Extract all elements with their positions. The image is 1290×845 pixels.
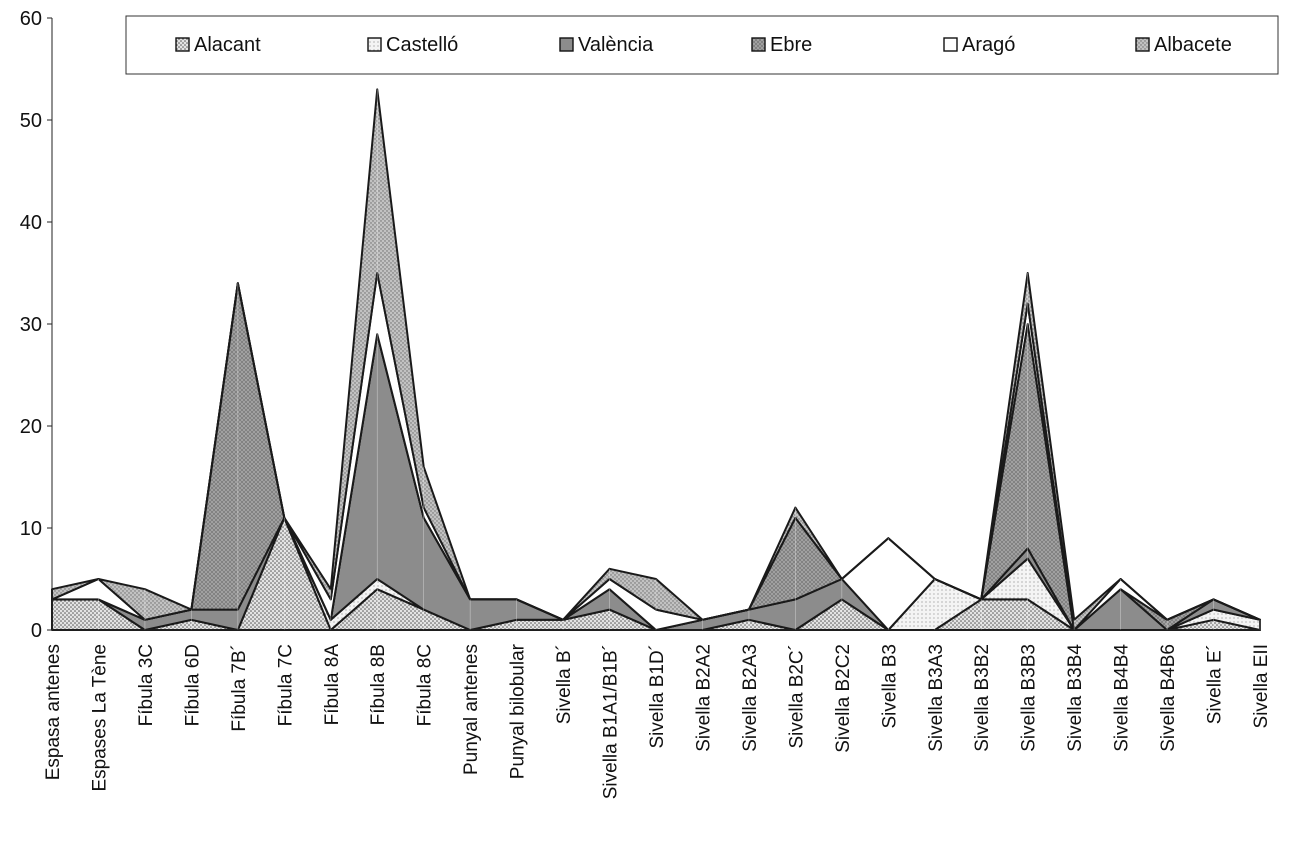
legend-swatch-alacant (175, 37, 190, 52)
legend-label: Alacant (194, 34, 261, 56)
x-tick-label: Punyal antenes (461, 644, 482, 775)
legend-label: Ebre (770, 34, 812, 56)
legend-label: Aragó (962, 34, 1015, 56)
y-tick-label: 30 (20, 314, 42, 336)
x-tick-label: Sivella E´ (1205, 644, 1226, 724)
y-tick-label: 0 (31, 620, 42, 642)
y-tick-label: 10 (20, 518, 42, 540)
x-tick-label: Sivella B´ (554, 644, 575, 724)
x-tick-label: Espases La Tène (89, 644, 110, 792)
x-tick-label: Sivella B4B6 (1158, 644, 1179, 752)
legend-swatch-valència (559, 37, 574, 52)
area-series-albacete (51, 88, 1261, 631)
area-layer (51, 88, 1261, 631)
x-tick-label: Fíbula 7C (275, 644, 296, 726)
y-tick-label: 40 (20, 212, 42, 234)
x-tick-label: Fíbula 6D (182, 644, 203, 726)
x-tick-label: Fíbula 3C (136, 644, 157, 726)
x-tick-label: Sivella B2C2 (833, 644, 854, 753)
x-tick-label: Sivella B3 (879, 644, 900, 729)
legend-label: Albacete (1154, 34, 1232, 56)
legend-label: Castelló (386, 34, 458, 56)
y-tick-label: 50 (20, 110, 42, 132)
x-tick-label: Sivella B3B3 (1019, 644, 1040, 752)
x-tick-label: Sivella B4B4 (1112, 644, 1133, 752)
x-tick-label: Fíbula 8A (322, 644, 343, 726)
axes (47, 17, 1260, 631)
x-tick-label: Sivella B2A3 (740, 644, 761, 752)
legend-box (125, 15, 1279, 75)
legend-label: València (578, 34, 654, 56)
x-tick-label: Sivella B3B2 (972, 644, 993, 752)
x-tick-label: Punyal bilobular (508, 643, 529, 779)
x-tick-label: Espasa antenes (43, 644, 64, 780)
x-tick-label: Fíbula 7B´ (229, 644, 250, 732)
legend-swatch-ebre (751, 37, 766, 52)
x-tick-label: Sivella B2A2 (693, 644, 714, 752)
x-tick-label: Sivella B3A3 (926, 644, 947, 752)
legend-swatch-castelló (367, 37, 382, 52)
legend-swatch-aragó (943, 37, 958, 52)
x-tick-label: Sivella B2C´ (786, 644, 807, 749)
x-tick-label: Fíbula 8C (415, 644, 436, 726)
x-tick-label: Sivella EII (1251, 644, 1272, 728)
x-tick-label: Sivella B3B4 (1065, 644, 1086, 752)
x-tick-label: Sivella B1A1/B1B´ (601, 644, 622, 799)
legend: Alacant Castelló València Ebre Aragó Albacete (125, 15, 1279, 75)
tick-labels: 0 10 20 30 40 50 60 Espasa antenes Espases La Tè… (20, 8, 1272, 799)
y-tick-label: 20 (20, 416, 42, 438)
x-tick-label: Fíbula 8B (368, 644, 389, 725)
legend-swatch-albacete (1135, 37, 1150, 52)
x-tick-label: Sivella B1D´ (647, 644, 668, 749)
y-tick-label: 60 (20, 8, 42, 30)
